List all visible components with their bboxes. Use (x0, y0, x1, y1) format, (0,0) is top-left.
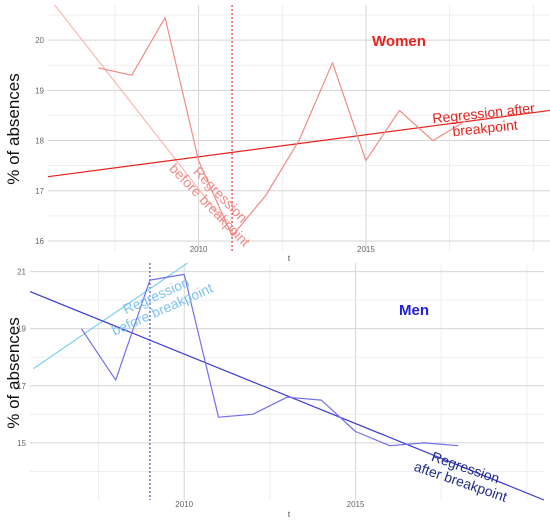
y-tick-label: 19 (35, 86, 44, 95)
x-axis-title: t (288, 510, 291, 519)
women-panel: 16 17 18 19 20 2010 2015 t % of absences Women Reg… (4, 4, 550, 263)
panel-title: Men (399, 302, 429, 319)
annotation-line: breakpoint (452, 117, 519, 140)
y-tick-label: 17 (35, 187, 44, 196)
panel-title: Women (372, 33, 426, 50)
y-tick-label: 17 (17, 382, 26, 391)
y-tick-label: 16 (35, 237, 44, 246)
series-line (80, 273, 459, 447)
regression-after-line (29, 290, 545, 501)
regression-after-annotation: Regression afterbreakpoint (432, 100, 538, 142)
regression-after-line (47, 109, 550, 178)
y-axis-title: % of absences (4, 317, 23, 429)
regression-before-line (33, 262, 188, 370)
x-tick-label: 2015 (357, 245, 375, 254)
y-tick-label: 15 (17, 439, 26, 448)
regression-before-annotation: Regressionbefore breakpoint (166, 150, 264, 250)
x-tick-label: 2015 (347, 500, 365, 509)
x-axis-title: t (288, 254, 291, 263)
regression-before-annotation: Regressionbefore breakpoint (103, 266, 215, 339)
y-tick-label: 19 (17, 325, 26, 334)
men-panel: 15 17 19 21 2010 2015 t % of absences Men Regress… (4, 262, 545, 519)
y-tick-label: 20 (35, 36, 44, 45)
y-axis-title: % of absences (4, 73, 23, 185)
regression-before-line (54, 4, 236, 237)
x-tick-label: 2010 (190, 245, 208, 254)
y-tick-label: 18 (35, 137, 44, 146)
x-tick-label: 2010 (175, 500, 193, 509)
series-line (98, 17, 467, 237)
y-tick-label: 21 (17, 268, 26, 277)
